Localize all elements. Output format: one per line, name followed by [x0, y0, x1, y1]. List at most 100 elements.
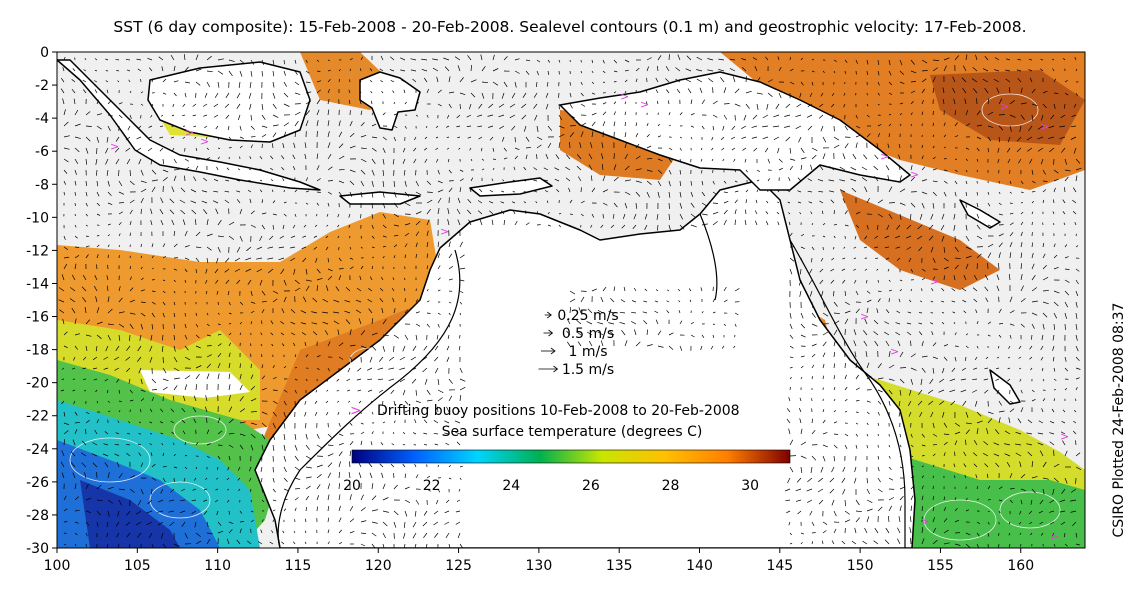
velocity-arrow: [811, 70, 815, 73]
velocity-arrow: [943, 433, 950, 435]
velocity-arrow: [250, 70, 253, 77]
velocity-arrow: [248, 477, 252, 482]
velocity-arrow: [137, 356, 142, 362]
velocity-arrow: [998, 308, 1002, 314]
velocity-arrow: [1042, 253, 1046, 259]
velocity-arrow: [624, 90, 627, 94]
velocity-arrow: [567, 341, 571, 347]
velocity-arrow: [877, 199, 883, 204]
velocity-arrow: [854, 466, 857, 472]
velocity-arrow: [459, 395, 462, 402]
velocity-arrow: [217, 312, 220, 315]
velocity-arrow: [1075, 452, 1081, 457]
velocity-arrow: [382, 112, 386, 116]
velocity-arrow: [337, 213, 340, 218]
velocity-arrow: [910, 70, 917, 74]
velocity-arrow: [327, 59, 331, 62]
velocity-arrow: [566, 330, 571, 336]
velocity-arrow: [799, 212, 802, 215]
velocity-arrow: [1053, 103, 1056, 109]
velocity-arrow: [987, 111, 994, 116]
velocity-arrow: [414, 510, 417, 517]
velocity-arrow: [921, 191, 928, 195]
velocity-arrow: [898, 164, 901, 171]
velocity-arrow: [866, 422, 869, 426]
velocity-arrow: [863, 330, 868, 336]
velocity-arrow: [1020, 242, 1023, 248]
velocity-arrow: [888, 123, 892, 127]
velocity-arrow: [173, 453, 176, 457]
velocity-arrow: [534, 190, 538, 193]
colorbar-tick-label: 22: [423, 478, 441, 494]
velocity-arrow: [503, 56, 508, 61]
velocity-arrow: [976, 191, 978, 196]
velocity-arrow: [811, 376, 814, 380]
velocity-arrow: [118, 202, 124, 204]
velocity-arrow: [855, 444, 858, 449]
velocity-arrow: [932, 433, 938, 437]
velocity-arrow: [852, 153, 857, 160]
velocity-arrow: [403, 543, 406, 548]
velocity-arrow: [140, 91, 144, 94]
velocity-arrow: [910, 90, 916, 94]
velocity-arrow: [877, 81, 880, 86]
velocity-arrow: [228, 384, 231, 391]
velocity-arrow: [272, 290, 279, 294]
velocity-arrow: [172, 103, 175, 108]
velocity-arrow: [206, 532, 213, 535]
velocity-arrow: [272, 70, 275, 77]
velocity-arrow: [73, 400, 76, 405]
velocity-arrow: [1059, 125, 1066, 128]
velocity-arrow: [140, 255, 143, 259]
velocity-arrow: [613, 81, 617, 83]
velocity-arrow: [866, 362, 870, 369]
velocity-arrow: [316, 268, 321, 274]
velocity-arrow: [415, 400, 422, 404]
velocity-arrow: [820, 92, 824, 97]
velocity-arrow: [997, 147, 1000, 153]
velocity-arrow: [261, 387, 267, 391]
velocity-arrow: [261, 224, 266, 230]
velocity-arrow: [118, 222, 122, 226]
velocity-arrow: [184, 323, 187, 329]
velocity-arrow: [327, 506, 330, 512]
velocity-arrow: [723, 103, 730, 105]
velocity-arrow: [690, 112, 695, 116]
y-axis: 0-2-4-6-8-10-12-14-16-18-20-22-24-26-28-…: [26, 45, 57, 557]
velocity-arrow: [272, 519, 274, 523]
velocity-arrow: [767, 158, 771, 164]
velocity-arrow: [831, 114, 835, 120]
velocity-arrow: [1009, 180, 1012, 185]
velocity-arrow: [888, 202, 895, 204]
velocity-arrow: [1039, 521, 1044, 525]
velocity-arrow: [96, 202, 101, 207]
velocity-arrow: [996, 389, 1000, 395]
velocity-arrow: [844, 433, 849, 437]
velocity-arrow: [752, 114, 758, 120]
velocity-arrow: [415, 220, 421, 226]
velocity-arrow: [1020, 191, 1024, 194]
velocity-arrow: [371, 256, 375, 259]
velocity-arrow: [138, 158, 142, 165]
velocity-arrow: [481, 168, 485, 171]
velocity-arrow: [643, 320, 648, 325]
velocity-arrow: [888, 505, 893, 512]
velocity-arrow: [272, 389, 278, 391]
velocity-arrow: [63, 246, 69, 250]
velocity-arrow: [998, 213, 1003, 216]
velocity-arrow: [74, 333, 80, 336]
velocity-arrow: [1037, 147, 1044, 152]
velocity-arrow: [1053, 254, 1058, 259]
velocity-arrow: [831, 466, 835, 473]
velocity-arrow: [829, 166, 835, 171]
velocity-arrow: [294, 279, 300, 285]
velocity-arrow: [708, 78, 714, 83]
velocity-arrow: [993, 69, 1000, 72]
velocity-arrow: [888, 364, 895, 369]
velocity-arrow: [1019, 367, 1022, 370]
velocity-arrow: [73, 98, 76, 105]
velocity-arrow: [995, 378, 1000, 381]
velocity-arrow: [106, 285, 109, 292]
velocity-arrow: [140, 323, 144, 330]
velocity-arrow: [316, 277, 323, 281]
